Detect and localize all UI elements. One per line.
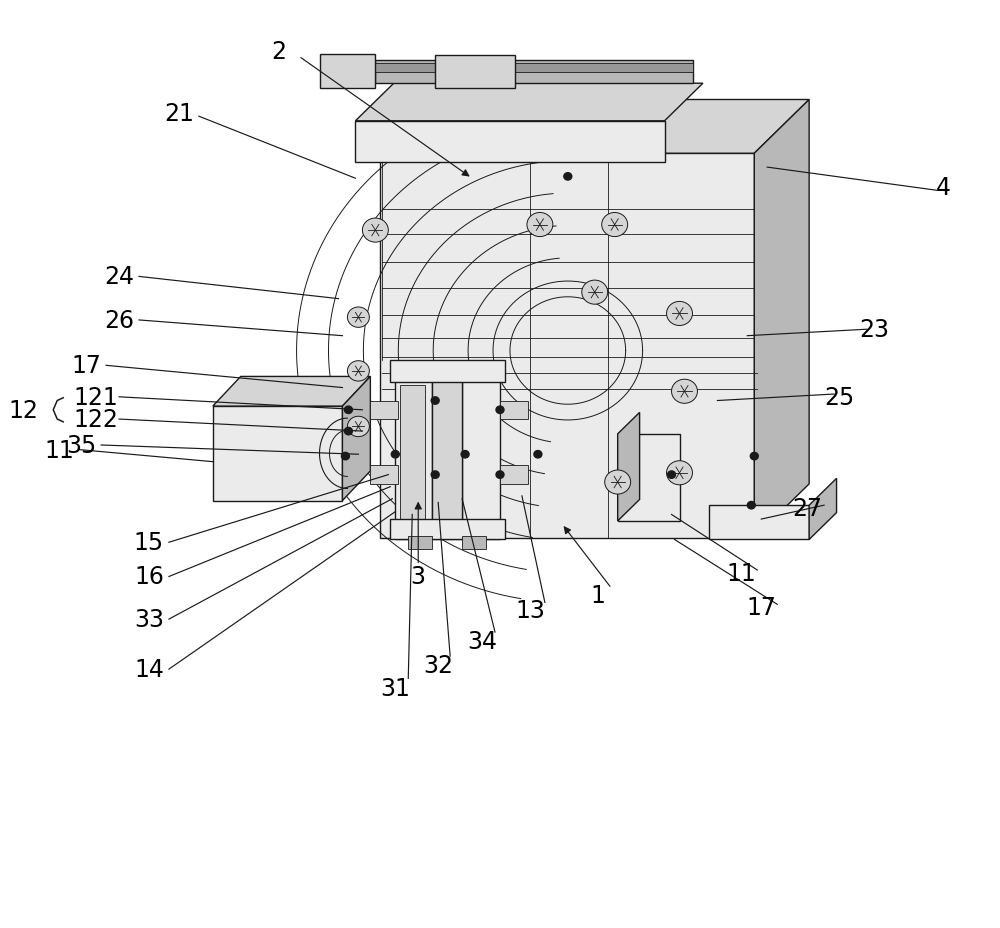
Circle shape [431, 471, 439, 479]
Circle shape [461, 451, 469, 458]
Circle shape [534, 451, 542, 458]
Circle shape [747, 502, 755, 509]
Polygon shape [709, 506, 809, 540]
Polygon shape [618, 413, 640, 522]
Circle shape [344, 428, 352, 435]
Polygon shape [500, 401, 528, 419]
Text: 32: 32 [423, 653, 453, 677]
Text: 17: 17 [746, 596, 776, 619]
Text: 34: 34 [467, 630, 497, 653]
Circle shape [750, 453, 758, 460]
Polygon shape [432, 376, 462, 540]
Polygon shape [380, 154, 754, 538]
Text: 1: 1 [590, 584, 605, 607]
Circle shape [527, 213, 553, 238]
Polygon shape [380, 100, 809, 154]
Polygon shape [462, 376, 500, 540]
Polygon shape [355, 84, 703, 122]
Circle shape [564, 174, 572, 181]
Circle shape [347, 308, 369, 328]
Text: 27: 27 [792, 496, 822, 521]
Text: 15: 15 [134, 531, 164, 555]
Polygon shape [400, 385, 425, 534]
Polygon shape [355, 122, 665, 163]
Circle shape [391, 451, 399, 458]
Circle shape [347, 417, 369, 437]
Polygon shape [213, 406, 342, 501]
Text: 14: 14 [134, 657, 164, 681]
Polygon shape [435, 57, 515, 89]
Polygon shape [370, 466, 398, 484]
Circle shape [341, 453, 349, 460]
Text: 17: 17 [71, 354, 101, 378]
Circle shape [667, 303, 692, 326]
Circle shape [582, 281, 608, 305]
Circle shape [431, 397, 439, 405]
Circle shape [672, 380, 697, 404]
Circle shape [496, 471, 504, 479]
Polygon shape [395, 376, 432, 540]
Text: 11: 11 [726, 561, 756, 586]
Text: 33: 33 [134, 608, 164, 631]
Text: 26: 26 [104, 309, 134, 332]
Text: 13: 13 [515, 599, 545, 622]
Circle shape [668, 471, 676, 479]
Polygon shape [754, 100, 809, 538]
Polygon shape [375, 64, 693, 73]
Circle shape [496, 406, 504, 414]
Text: 11: 11 [44, 438, 74, 462]
Polygon shape [375, 61, 693, 84]
Text: 21: 21 [164, 102, 194, 126]
Polygon shape [390, 360, 505, 382]
Polygon shape [618, 434, 680, 522]
Circle shape [347, 361, 369, 381]
Text: 25: 25 [824, 385, 854, 409]
Polygon shape [213, 377, 370, 406]
Polygon shape [390, 520, 505, 540]
Polygon shape [462, 536, 486, 549]
Text: 2: 2 [271, 40, 286, 64]
Text: 24: 24 [104, 265, 134, 290]
Circle shape [667, 461, 692, 485]
Polygon shape [342, 377, 370, 501]
Text: 12: 12 [8, 398, 38, 422]
Text: 23: 23 [859, 318, 889, 342]
Circle shape [605, 470, 631, 495]
Polygon shape [370, 401, 398, 419]
Circle shape [602, 213, 628, 238]
Polygon shape [809, 479, 837, 540]
Circle shape [362, 219, 388, 243]
Text: 121: 121 [74, 385, 119, 409]
Text: 35: 35 [66, 433, 96, 458]
Circle shape [344, 406, 352, 414]
Polygon shape [320, 55, 375, 89]
Text: 16: 16 [134, 565, 164, 589]
Polygon shape [500, 466, 528, 484]
Polygon shape [408, 536, 432, 549]
Text: 3: 3 [411, 565, 426, 589]
Text: 31: 31 [380, 676, 410, 700]
Text: 4: 4 [936, 176, 951, 200]
Text: 122: 122 [74, 407, 119, 432]
